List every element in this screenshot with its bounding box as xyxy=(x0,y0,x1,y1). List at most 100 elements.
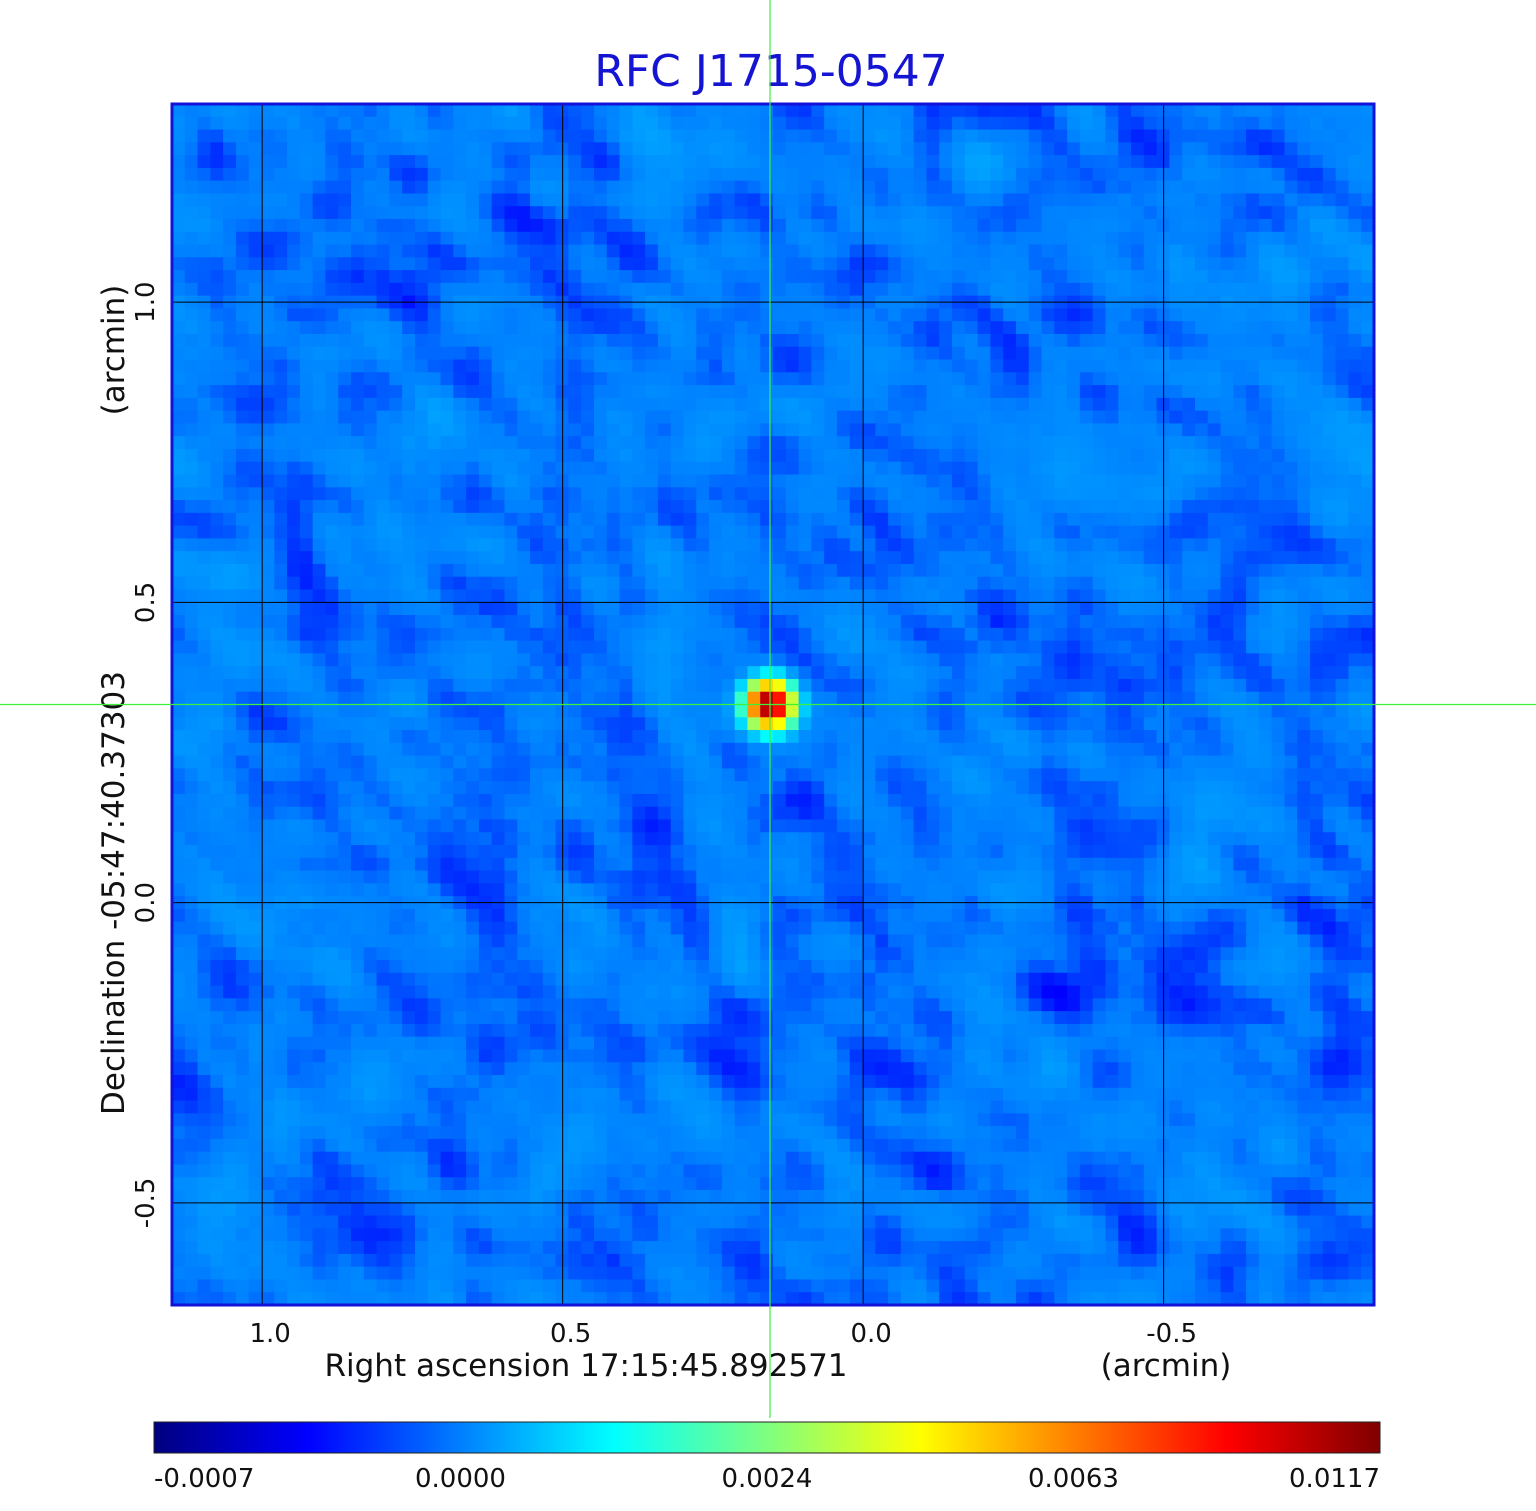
image-pixel xyxy=(1220,678,1234,693)
image-pixel xyxy=(593,104,608,118)
image-pixel xyxy=(888,768,902,782)
image-pixel xyxy=(1028,410,1043,425)
image-pixel xyxy=(1143,474,1158,488)
image-pixel xyxy=(619,359,633,373)
image-pixel xyxy=(747,678,761,693)
image-pixel xyxy=(491,193,506,207)
image-pixel xyxy=(1143,500,1158,514)
image-pixel xyxy=(952,129,966,143)
image-pixel xyxy=(606,615,621,629)
image-pixel xyxy=(1297,576,1311,591)
image-pixel xyxy=(798,500,812,514)
image-pixel xyxy=(670,602,685,616)
image-pixel xyxy=(1348,742,1362,757)
image-pixel xyxy=(900,627,915,642)
image-pixel xyxy=(939,487,953,501)
image-pixel xyxy=(760,155,774,169)
image-pixel xyxy=(1297,193,1311,207)
image-pixel xyxy=(1335,142,1350,156)
image-pixel xyxy=(606,436,621,450)
image-pixel xyxy=(696,104,710,118)
image-pixel xyxy=(1258,244,1273,258)
image-pixel xyxy=(287,167,301,182)
image-pixel xyxy=(1015,257,1030,271)
image-pixel xyxy=(1271,448,1286,463)
image-pixel xyxy=(1105,359,1119,373)
image-pixel xyxy=(325,116,339,131)
image-pixel xyxy=(1003,193,1017,207)
image-pixel xyxy=(1143,615,1158,629)
image-pixel xyxy=(223,512,237,527)
image-pixel xyxy=(721,768,736,782)
image-pixel xyxy=(619,512,633,527)
image-pixel xyxy=(811,372,825,386)
image-pixel xyxy=(1348,730,1362,744)
image-pixel xyxy=(261,333,275,348)
image-pixel xyxy=(734,678,749,693)
image-pixel xyxy=(478,167,493,182)
image-pixel xyxy=(747,755,761,769)
image-pixel xyxy=(1169,346,1183,361)
image-pixel xyxy=(734,691,749,706)
image-pixel xyxy=(1246,167,1260,182)
image-pixel xyxy=(1182,525,1196,540)
image-pixel xyxy=(926,474,940,488)
image-pixel xyxy=(1079,678,1094,693)
image-pixel xyxy=(581,116,595,131)
image-pixel xyxy=(798,282,812,297)
image-pixel xyxy=(1194,167,1209,182)
image-pixel xyxy=(542,602,557,616)
image-pixel xyxy=(696,666,710,680)
image-pixel xyxy=(645,742,659,757)
image-pixel xyxy=(1246,487,1260,501)
image-pixel xyxy=(939,180,953,195)
image-pixel xyxy=(1143,397,1158,412)
image-pixel xyxy=(1067,755,1081,769)
image-pixel xyxy=(1041,321,1055,335)
image-pixel xyxy=(1003,206,1017,220)
image-pixel xyxy=(785,206,800,220)
image-pixel xyxy=(274,104,288,118)
image-pixel xyxy=(1182,231,1196,246)
image-pixel xyxy=(836,589,851,603)
image-pixel xyxy=(453,116,467,131)
image-pixel xyxy=(1220,589,1234,603)
image-pixel xyxy=(760,487,774,501)
image-pixel xyxy=(389,359,403,373)
image-pixel xyxy=(1003,218,1017,233)
image-pixel xyxy=(1131,487,1145,501)
image-pixel xyxy=(376,538,390,552)
image-pixel xyxy=(964,206,979,220)
image-pixel xyxy=(261,691,275,706)
image-pixel xyxy=(235,602,250,616)
image-pixel xyxy=(913,717,928,731)
image-pixel xyxy=(1169,116,1183,131)
image-pixel xyxy=(1207,372,1222,386)
image-pixel xyxy=(568,653,582,667)
image-pixel xyxy=(389,321,403,335)
image-pixel xyxy=(1271,730,1286,744)
image-pixel xyxy=(926,116,940,131)
image-pixel xyxy=(338,385,352,399)
image-pixel xyxy=(1220,397,1234,412)
image-pixel xyxy=(491,717,506,731)
image-pixel xyxy=(261,142,275,156)
image-pixel xyxy=(491,602,506,616)
image-pixel xyxy=(670,104,685,118)
image-pixel xyxy=(773,282,787,297)
image-pixel xyxy=(1361,525,1375,540)
image-pixel xyxy=(1041,257,1055,271)
image-pixel xyxy=(721,116,736,131)
image-pixel xyxy=(197,487,211,501)
image-pixel xyxy=(849,551,864,565)
image-pixel xyxy=(1361,653,1375,667)
image-pixel xyxy=(824,691,838,706)
image-pixel xyxy=(785,500,800,514)
image-pixel xyxy=(721,436,736,450)
image-pixel xyxy=(1297,704,1311,718)
image-pixel xyxy=(248,410,263,425)
image-pixel xyxy=(709,333,723,348)
image-pixel xyxy=(1310,576,1324,591)
image-pixel xyxy=(184,666,199,680)
image-pixel xyxy=(836,717,851,731)
